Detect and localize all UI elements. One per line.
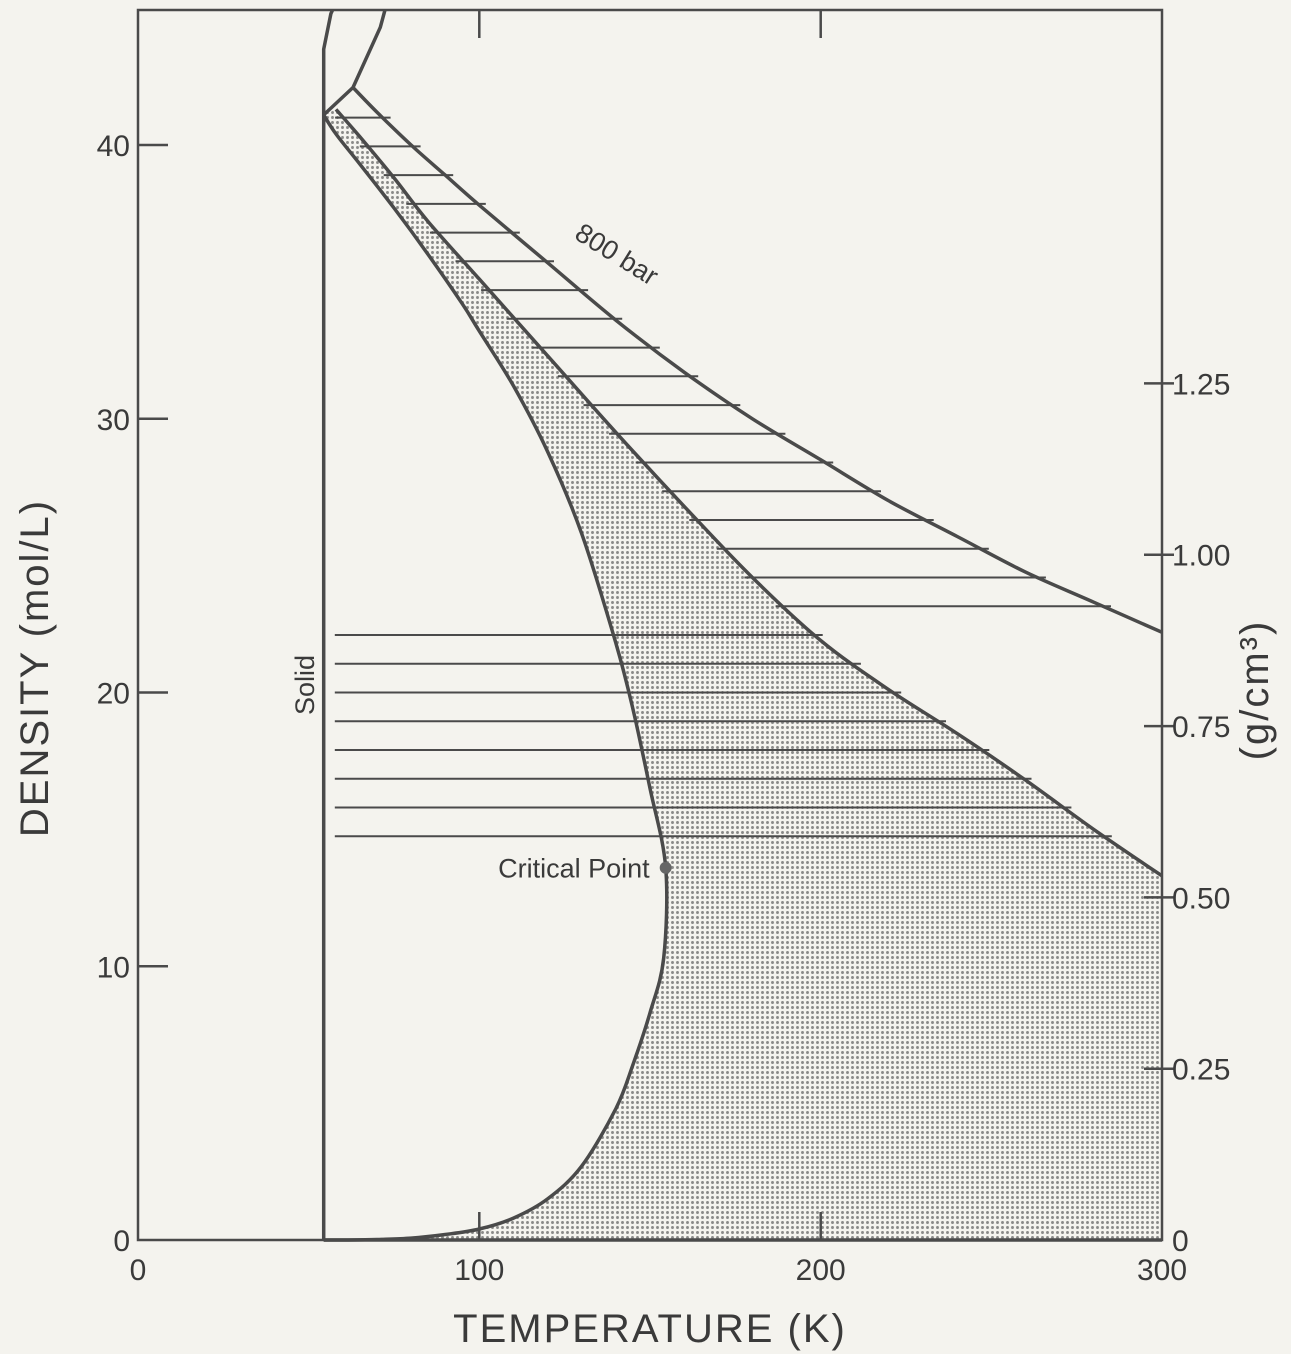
x-tick-label: 100	[454, 1254, 504, 1287]
isobar-800-label: 800 bar	[570, 217, 664, 291]
y-tick-label: 30	[97, 404, 130, 437]
y-tick-label: 20	[97, 678, 130, 711]
dotted-region	[323, 109, 1162, 1241]
y-tick-label: 40	[97, 130, 130, 163]
y2-axis-title: (g/cm³)	[1233, 620, 1277, 761]
y2-tick-label: 0.50	[1172, 882, 1230, 915]
critical-point-marker	[659, 861, 672, 874]
y2-tick-label: 0.75	[1172, 711, 1230, 744]
y-axis-title: DENSITY (mol/L)	[13, 499, 57, 837]
y2-tick-label: 1.25	[1172, 368, 1230, 401]
melting-line	[322, 10, 387, 117]
solid-boundary-line	[321, 10, 335, 1240]
hatched-region	[334, 116, 1112, 838]
y2-tick-label: 0	[1172, 1225, 1189, 1258]
y2-tick-label: 1.00	[1172, 540, 1230, 573]
x-tick-label: 300	[1137, 1254, 1187, 1287]
x-axis-title: TEMPERATURE (K)	[453, 1307, 847, 1351]
lower-isobar-line	[334, 108, 1162, 878]
solid-label: Solid	[290, 655, 320, 715]
x-tick-label: 0	[130, 1254, 147, 1287]
saturation-boundary-line	[322, 113, 669, 1242]
x-tick-label: 200	[796, 1254, 846, 1287]
y-tick-label: 0	[113, 1225, 130, 1258]
y-tick-label: 10	[97, 951, 130, 984]
isobar-800-bar-line	[351, 86, 1162, 634]
y2-tick-label: 0.25	[1172, 1054, 1230, 1087]
critical-point-label: Critical Point	[498, 854, 650, 884]
